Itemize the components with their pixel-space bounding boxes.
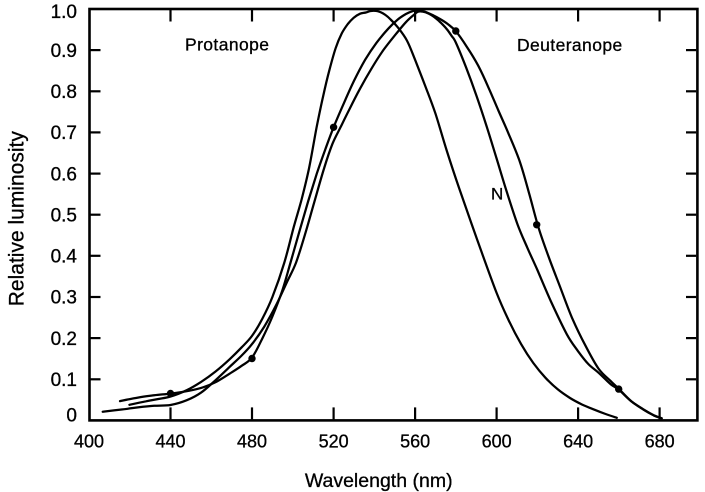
- svg-text:Protanope: Protanope: [185, 34, 269, 54]
- svg-text:600: 600: [482, 431, 512, 451]
- svg-text:Wavelength (nm): Wavelength (nm): [305, 470, 453, 492]
- svg-text:0.5: 0.5: [51, 205, 77, 226]
- svg-text:0.1: 0.1: [51, 370, 77, 391]
- svg-text:0.6: 0.6: [51, 164, 77, 185]
- svg-text:N: N: [491, 184, 504, 203]
- svg-text:0.3: 0.3: [51, 288, 77, 309]
- svg-text:0.8: 0.8: [51, 82, 77, 103]
- svg-text:680: 680: [645, 431, 675, 451]
- svg-text:520: 520: [319, 431, 349, 451]
- svg-text:0.2: 0.2: [51, 329, 77, 350]
- svg-text:Deuteranope: Deuteranope: [517, 35, 623, 55]
- svg-text:0.9: 0.9: [51, 41, 77, 62]
- svg-text:560: 560: [400, 431, 430, 451]
- svg-text:0: 0: [66, 406, 77, 427]
- svg-text:480: 480: [237, 431, 267, 451]
- svg-text:0.7: 0.7: [51, 123, 77, 144]
- svg-text:640: 640: [563, 431, 593, 451]
- svg-text:1.0: 1.0: [51, 2, 77, 23]
- svg-text:Relative luminosity: Relative luminosity: [6, 131, 29, 307]
- svg-text:440: 440: [155, 431, 185, 451]
- svg-text:400: 400: [74, 431, 104, 451]
- svg-text:0.4: 0.4: [51, 247, 78, 268]
